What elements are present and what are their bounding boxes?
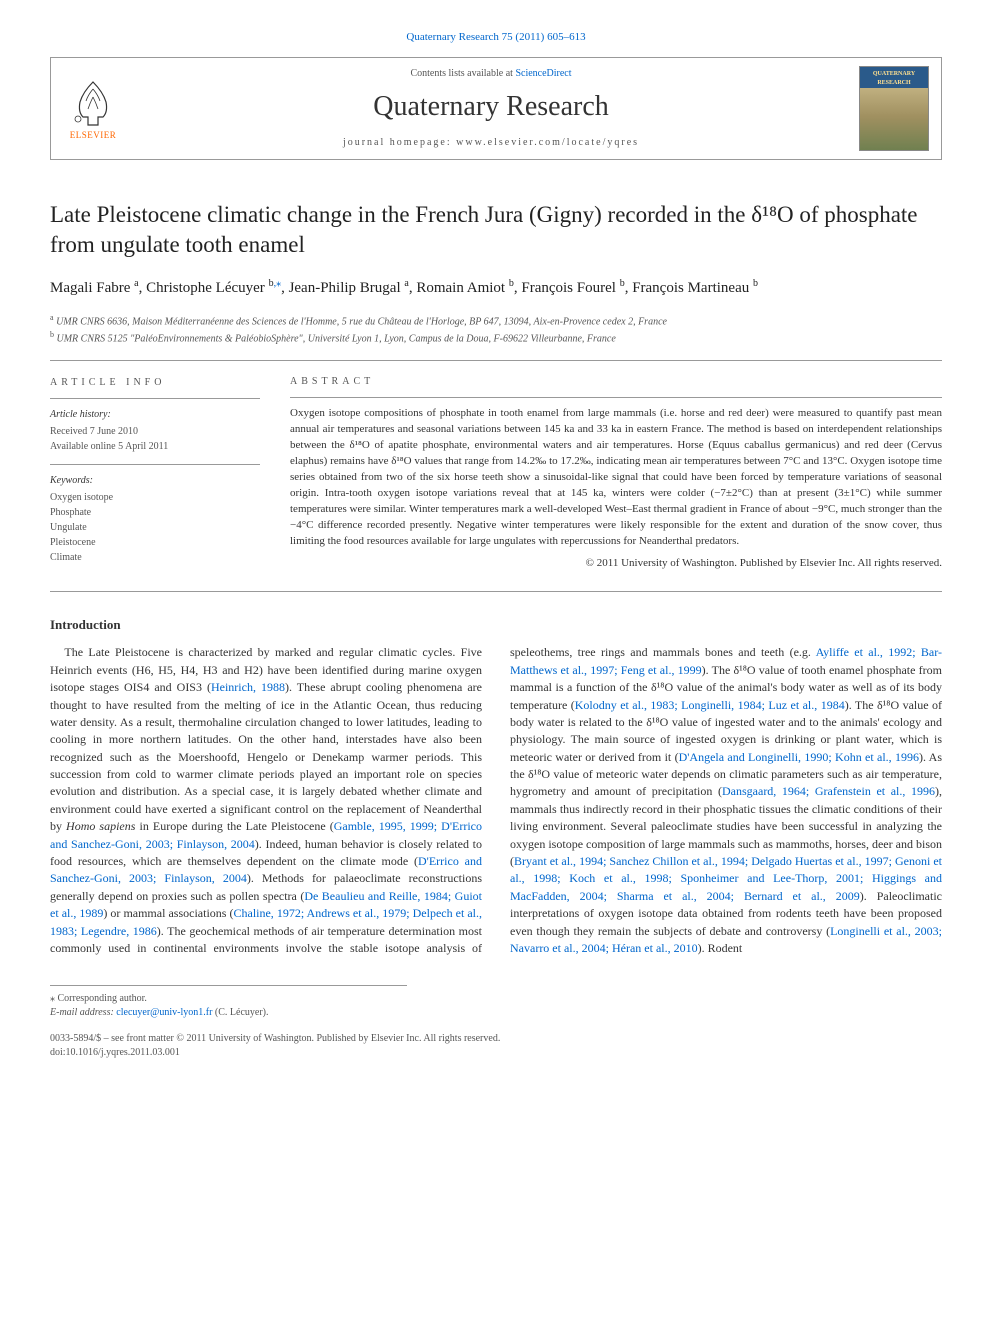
corresponding-author-marker: ,⁎ — [274, 278, 282, 289]
contents-prefix: Contents lists available at — [410, 68, 515, 79]
header-center: Contents lists available at ScienceDirec… — [143, 67, 839, 150]
article-history-heading: Article history: — [50, 407, 260, 422]
citation-link[interactable]: Dansgaard, 1964; Grafenstein et al., 199… — [722, 784, 935, 798]
info-divider-2 — [50, 464, 260, 465]
citation-link[interactable]: Heinrich, 1988 — [211, 680, 285, 694]
homepage-url: www.elsevier.com/locate/yqres — [456, 137, 639, 148]
homepage-line: journal homepage: www.elsevier.com/locat… — [143, 136, 839, 150]
keyword: Climate — [50, 550, 260, 565]
abstract-column: ABSTRACT Oxygen isotope compositions of … — [290, 375, 942, 571]
journal-header-bar: ELSEVIER Contents lists available at Sci… — [50, 57, 942, 160]
article-info-heading: ARTICLE INFO — [50, 375, 260, 390]
email-label: E-mail address: — [50, 1007, 114, 1018]
author-affiliation-marker: b — [509, 278, 514, 289]
body-text-run: ). Rodent — [698, 941, 743, 955]
affiliation-line: b UMR CNRS 5125 "PaléoEnvironnements & P… — [50, 329, 942, 346]
citation-link[interactable]: D'Angela and Longinelli, 1990; Kohn et a… — [679, 750, 919, 764]
front-matter-footer: 0033-5894/$ – see front matter © 2011 Un… — [50, 1032, 942, 1060]
author: François Fourel b — [521, 280, 624, 296]
author: Magali Fabre a — [50, 280, 139, 296]
author-affiliation-marker: b — [753, 278, 758, 289]
corr-author-email-link[interactable]: clecuyer@univ-lyon1.fr — [116, 1007, 212, 1018]
author-list: Magali Fabre a, Christophe Lécuyer b,⁎, … — [50, 276, 942, 300]
section-heading-introduction: Introduction — [50, 616, 942, 634]
online-date: Available online 5 April 2011 — [50, 439, 260, 454]
author: Romain Amiot b — [416, 280, 514, 296]
affiliation-line: a UMR CNRS 6636, Maison Méditerranéenne … — [50, 312, 942, 329]
body-text-columns: The Late Pleistocene is characterized by… — [50, 644, 942, 957]
sciencedirect-link[interactable]: ScienceDirect — [515, 68, 571, 79]
info-abstract-row: ARTICLE INFO Article history: Received 7… — [50, 375, 942, 571]
keywords-list: Oxygen isotopePhosphateUngulatePleistoce… — [50, 490, 260, 565]
author-affiliation-marker: a — [134, 278, 138, 289]
doi-line: doi:10.1016/j.yqres.2011.03.001 — [50, 1046, 942, 1060]
divider-rule-2 — [50, 591, 942, 592]
journal-reference: Quaternary Research 75 (2011) 605–613 — [50, 30, 942, 45]
info-divider — [50, 398, 260, 399]
journal-cover-thumbnail: QUATERNARY RESEARCH — [859, 66, 929, 151]
contents-available-line: Contents lists available at ScienceDirec… — [143, 67, 839, 81]
keyword: Oxygen isotope — [50, 490, 260, 505]
received-date: Received 7 June 2010 — [50, 424, 260, 439]
author-affiliation-marker: b — [620, 278, 625, 289]
body-text-run: in Europe during the Late Pleistocene ( — [135, 819, 333, 833]
keyword: Pleistocene — [50, 535, 260, 550]
affiliations: a UMR CNRS 6636, Maison Méditerranéenne … — [50, 312, 942, 347]
affiliation-key: b — [50, 330, 54, 339]
homepage-prefix: journal homepage: — [343, 137, 456, 148]
body-text-run: ). These abrupt cooling phenomena are th… — [50, 680, 482, 833]
affiliation-key: a — [50, 313, 54, 322]
article-title: Late Pleistocene climatic change in the … — [50, 200, 942, 260]
abstract-heading: ABSTRACT — [290, 375, 942, 389]
abstract-copyright: © 2011 University of Washington. Publish… — [290, 556, 942, 571]
article-info-column: ARTICLE INFO Article history: Received 7… — [50, 375, 260, 571]
elsevier-wordmark: ELSEVIER — [70, 129, 117, 142]
author: Christophe Lécuyer b,⁎ — [146, 280, 281, 296]
author: Jean-Philip Brugal a — [289, 280, 409, 296]
corresponding-author-footnote: ⁎ Corresponding author. E-mail address: … — [50, 985, 407, 1020]
abstract-text: Oxygen isotope compositions of phosphate… — [290, 406, 942, 549]
author: François Martineau b — [632, 280, 758, 296]
front-matter-line: 0033-5894/$ – see front matter © 2011 Un… — [50, 1032, 942, 1046]
divider-rule — [50, 360, 942, 361]
author-affiliation-marker: a — [404, 278, 408, 289]
corr-author-label: ⁎ Corresponding author. — [50, 992, 407, 1006]
cover-thumb-label: QUATERNARY RESEARCH — [860, 70, 928, 87]
keyword: Phosphate — [50, 505, 260, 520]
elsevier-logo: ELSEVIER — [63, 74, 123, 144]
journal-name: Quaternary Research — [143, 87, 839, 126]
email-person: (C. Lécuyer). — [215, 1007, 269, 1018]
elsevier-tree-icon — [68, 77, 118, 127]
keywords-heading: Keywords: — [50, 473, 260, 488]
keyword: Ungulate — [50, 520, 260, 535]
citation-link[interactable]: Kolodny et al., 1983; Longinelli, 1984; … — [575, 698, 845, 712]
abstract-divider — [290, 397, 942, 398]
italic-term: Homo sapiens — [66, 819, 135, 833]
body-paragraph: The Late Pleistocene is characterized by… — [50, 644, 942, 957]
body-text-run: ) or mammal associations ( — [103, 906, 233, 920]
